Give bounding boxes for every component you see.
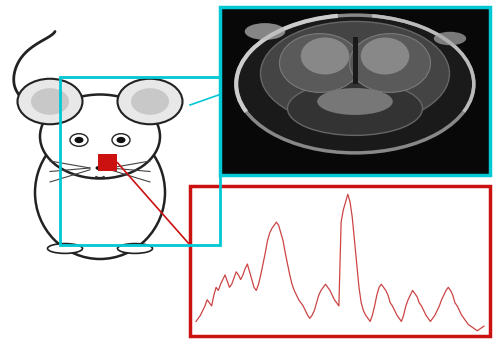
Circle shape [40,94,160,178]
Ellipse shape [280,34,360,92]
Ellipse shape [434,32,466,45]
Circle shape [31,88,69,115]
Ellipse shape [288,82,422,135]
Ellipse shape [245,23,285,40]
Ellipse shape [260,21,450,126]
Ellipse shape [236,15,474,153]
Bar [352,37,358,84]
Circle shape [18,79,82,124]
Ellipse shape [48,244,82,253]
Circle shape [112,134,130,146]
Circle shape [131,88,169,115]
Bar [60,77,220,245]
Ellipse shape [360,37,410,75]
Ellipse shape [350,34,430,92]
Circle shape [74,137,84,143]
Bar [220,7,490,175]
Ellipse shape [35,126,165,259]
Ellipse shape [118,244,152,253]
Ellipse shape [317,88,393,115]
Bar [190,186,490,336]
Circle shape [70,134,88,146]
Ellipse shape [96,166,104,170]
Ellipse shape [300,37,350,75]
Bar [98,154,117,171]
Circle shape [116,137,126,143]
Circle shape [118,79,182,124]
